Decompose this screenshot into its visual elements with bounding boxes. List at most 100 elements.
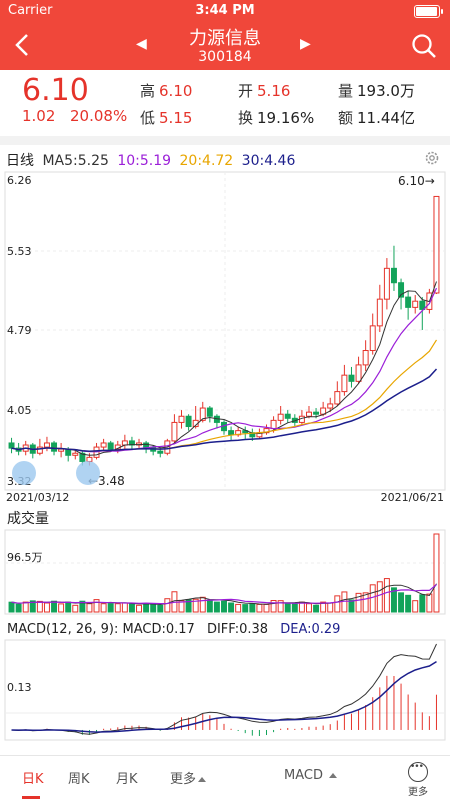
event-marker-icon[interactable] [76,461,100,485]
candle-body [334,391,341,405]
period-label: 日线 [6,153,34,169]
high-field: 高 6.10 [140,82,193,100]
tab-day-k[interactable]: 日K [22,772,44,787]
y-tick-2: 5.53 [7,245,32,258]
volume-bar [136,604,142,613]
diff-line [11,643,437,735]
event-marker-icon[interactable] [12,461,36,485]
volume-bar [291,603,298,613]
indicator-select[interactable]: MACD [284,768,338,783]
amount-field: 额 11.44亿 [338,109,415,127]
candle-body [405,296,412,308]
y-tick-3: 4.79 [7,324,32,337]
page-title: 力源信息 [189,28,261,49]
candle-body [107,442,114,450]
macd-frame [4,639,446,741]
volume-bar [114,603,121,613]
candle-body [398,282,405,298]
volume-bar [320,601,327,613]
volume-bar [86,603,93,613]
next-stock-icon[interactable]: ▶ [300,36,311,52]
volume-bar [256,603,263,613]
tab-more[interactable]: 更多 [170,768,207,787]
candle-body [58,448,65,452]
volume-bar [390,587,397,613]
volume-bar [412,600,419,613]
dea-line [11,660,437,733]
tab-month-k[interactable]: 月K [116,772,138,787]
tab-week-k[interactable]: 周K [68,772,90,787]
candle-body [178,415,185,423]
volume-bar [206,600,213,613]
back-icon[interactable] [8,30,38,60]
volume-bar [100,603,107,613]
ma10-label: 10:5.19 [117,153,172,169]
current-price: 6.10 [22,73,89,108]
volume-bar [369,584,376,613]
candle-body [313,411,320,415]
candle-body [143,442,150,448]
volume-bar [355,592,362,613]
quote-panel: 6.10 1.02 20.08% 高 6.10 低 5.15 开 5.16 换 19.1… [0,70,450,132]
volume-bar [383,578,390,613]
volume-bar [284,603,291,613]
end-date: 2021/06/21 [381,491,444,504]
more-button[interactable]: 更多 [408,762,428,798]
candle-body [36,446,43,454]
candle-body [369,325,376,352]
price-change: 1.02 [22,107,56,125]
ma5-line [11,281,437,456]
candle-body [355,364,362,382]
candle-body [72,452,79,456]
stock-code: 300184 [198,49,252,65]
volume-bar [65,601,72,613]
candle-body [284,413,291,419]
volume-bar [263,603,270,613]
volume-bar [221,600,227,613]
y-tick-4: 4.05 [7,404,32,417]
volume-bar [8,601,15,613]
volume-bar [93,599,100,613]
volume-bar [107,603,114,613]
ma5-label: MA5:5.25 [42,153,109,169]
volume-bar [213,601,220,613]
candle-body [419,300,426,310]
volume-bar [235,603,242,613]
volume-bar [398,592,405,613]
volume-bar [228,602,235,613]
search-icon[interactable] [410,32,438,60]
volume-bar [334,595,341,613]
candle-body [306,411,312,417]
candle-body [65,448,72,456]
volume-bar [242,604,249,613]
candle-body [206,407,213,417]
volume-bar [72,604,79,613]
prev-stock-icon[interactable]: ◀ [136,36,147,52]
nav-bar: ◀ 力源信息 300184 ▶ [0,22,450,70]
low-field: 低 5.15 [140,109,193,127]
candle-body [199,407,206,421]
candle-body [341,374,348,393]
volume-bar [376,581,383,613]
candle-body [412,300,419,308]
turnover-field: 换 19.16% [238,109,315,127]
volume-bar [362,592,369,613]
volume-bar [43,602,50,613]
ma20-label: 20:4.72 [179,153,234,169]
candle-body [270,419,277,430]
candle-body [383,267,390,300]
volume-bar [306,603,312,613]
volume-bar [15,603,22,613]
start-date: 2021/03/12 [6,491,69,504]
candle-body [171,421,178,442]
volume-bar [270,600,277,613]
y-tick-1: 6.26 [7,174,32,187]
max-annotation: 6.10→ [398,174,435,188]
candle-body [51,442,58,452]
kline-chart[interactable]: 6.26 5.53 4.79 4.05 3.32 6.10→ ←3.48 202… [0,0,450,755]
candle-body [185,415,192,428]
gear-icon[interactable] [424,150,440,166]
volume-bar [150,603,157,613]
volume-bar [143,603,150,613]
volume-bar [327,602,334,613]
